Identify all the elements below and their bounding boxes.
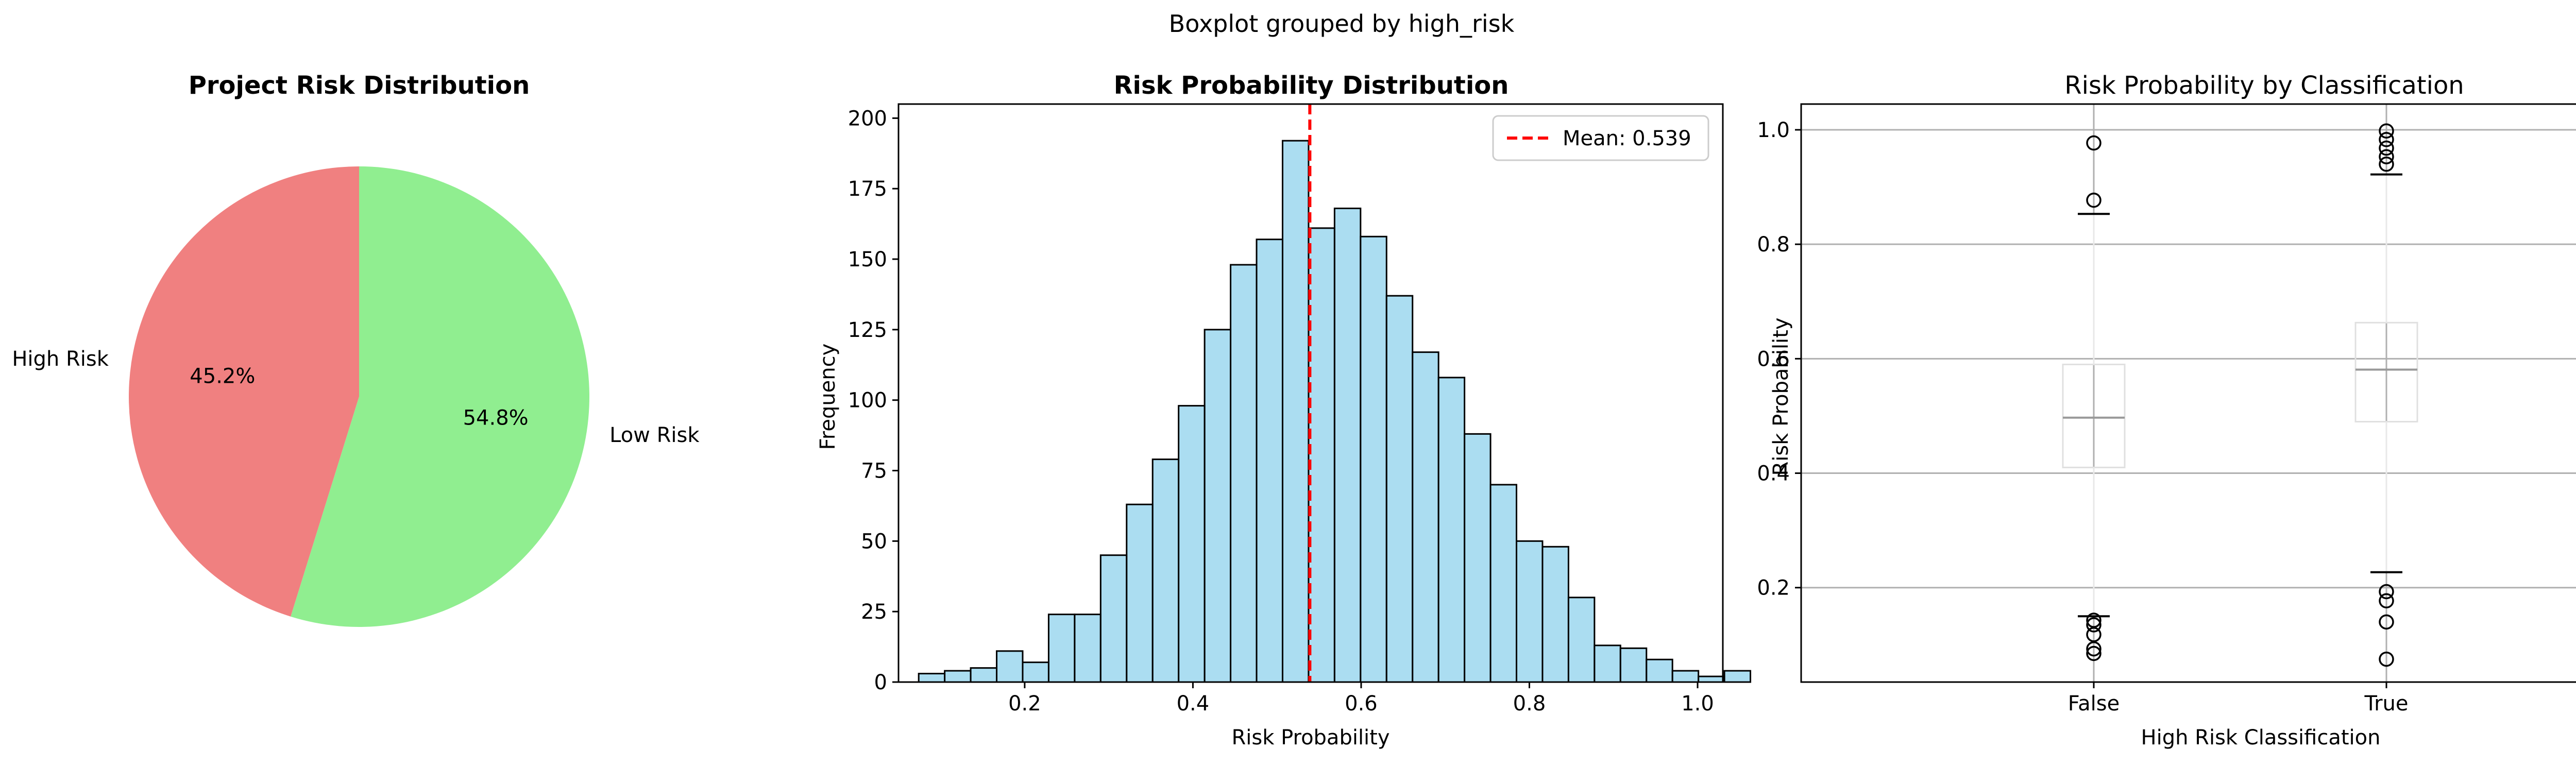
- y-tick-label: 75: [861, 460, 887, 483]
- y-tick-label: 0.2: [1757, 576, 1790, 600]
- outlier-point: [2379, 614, 2394, 630]
- histogram-bar: [1567, 597, 1596, 683]
- x-tick-label: 0.8: [1513, 692, 1546, 716]
- boxplot-title: Risk Probability by Classification: [2064, 71, 2464, 100]
- pie-chart-panel: Project Risk Distribution High Risk 45.2%…: [12, 71, 700, 627]
- outlier-point: [2379, 123, 2394, 139]
- histogram-bar: [1385, 295, 1414, 683]
- x-tick-label: 0.6: [1345, 692, 1378, 716]
- histogram-bar: [918, 673, 946, 683]
- legend-mean-label: Mean: 0.539: [1563, 127, 1691, 150]
- x-tick-label: 1.0: [1681, 692, 1714, 716]
- boxplot-xlabel: High Risk Classification: [2141, 726, 2381, 750]
- outlier-point: [2379, 149, 2394, 164]
- histogram-bar: [1230, 264, 1258, 683]
- histogram-bar: [1671, 670, 1700, 683]
- histogram-bar: [1099, 554, 1128, 683]
- boxplot-boxes: [2062, 123, 2418, 667]
- histogram-bar: [1256, 239, 1283, 683]
- pie-percent-label: 45.2%: [190, 365, 255, 388]
- histogram-bar: [1698, 675, 1725, 683]
- boxplot-panel: Risk Probability by Classification False…: [1757, 71, 2576, 750]
- histogram-bar: [1619, 647, 1648, 683]
- x-tick-label: True: [2364, 692, 2409, 716]
- histogram-legend: Mean: 0.539: [1492, 115, 1709, 161]
- boxplot-gridlines: [1801, 104, 2576, 682]
- outlier-point: [2379, 593, 2394, 609]
- y-tick-label: 175: [848, 177, 887, 201]
- histogram-ylabel: Frequency: [816, 344, 840, 450]
- outlier-point: [2379, 132, 2394, 147]
- pie-slice-low-risk: [291, 166, 589, 627]
- histogram-bar: [1151, 458, 1180, 683]
- x-tick-label: 0.4: [1177, 692, 1210, 716]
- x-tick-label: False: [2068, 692, 2120, 716]
- y-tick-label: 0: [874, 671, 887, 694]
- boxplot-axes-frame: [1800, 103, 2576, 683]
- y-tick-label: 0.4: [1757, 462, 1790, 486]
- y-tick-label: 150: [848, 248, 887, 271]
- histogram-bar: [1047, 614, 1076, 683]
- y-tick-label: 200: [848, 107, 887, 130]
- histogram-bar: [1594, 644, 1621, 683]
- histogram-bar: [1489, 484, 1518, 683]
- x-tick-label: 0.2: [1008, 692, 1041, 716]
- histogram-bar: [1412, 351, 1439, 683]
- outlier-point: [2086, 192, 2102, 208]
- histogram-bars: [918, 140, 1752, 683]
- histogram-bar: [1333, 208, 1362, 683]
- outlier-point: [2086, 613, 2102, 628]
- boxplot-ylabel: Risk Probability: [1769, 317, 1793, 475]
- histogram-bar: [1464, 433, 1492, 683]
- figure-suptitle: Boxplot grouped by high_risk: [1169, 10, 1515, 38]
- y-tick-label: 1.0: [1757, 118, 1790, 142]
- histogram-bar: [1126, 503, 1154, 683]
- histogram-bar: [1723, 670, 1752, 683]
- outlier-point: [2086, 627, 2102, 642]
- histogram-bar: [970, 667, 998, 683]
- histogram-title: Risk Probability Distribution: [1114, 71, 1509, 100]
- y-tick-label: 125: [848, 318, 887, 342]
- y-tick-label: 50: [861, 530, 887, 553]
- outlier-point: [2086, 641, 2102, 657]
- histogram-bar: [996, 650, 1024, 683]
- histogram-bar: [1178, 405, 1206, 683]
- histogram-axes-frame: [897, 103, 1724, 683]
- outlier-point: [2086, 135, 2102, 151]
- histogram-bar: [1281, 140, 1310, 683]
- outlier-point: [2379, 651, 2394, 667]
- y-tick-label: 0.6: [1757, 347, 1790, 371]
- histogram-bar: [1074, 614, 1101, 683]
- histogram-bar: [1308, 227, 1335, 683]
- pie-label: High Risk: [12, 347, 109, 371]
- histogram-bar: [1204, 329, 1232, 683]
- outlier-point: [2379, 584, 2394, 600]
- histogram-panel: Risk Probability Distribution 0.2 0.4 0.6 0…: [816, 71, 1752, 750]
- histogram-xlabel: Risk Probability: [1231, 726, 1389, 750]
- pie-slice-high-risk: [128, 166, 360, 617]
- boxplot-ticks: False True 0.2 0.4 0.6 0.8 1.0: [1757, 118, 2408, 716]
- histogram-bar: [1360, 235, 1387, 683]
- outlier-point: [2086, 645, 2102, 661]
- outlier-point: [2379, 156, 2394, 172]
- legend-box: [1492, 115, 1709, 161]
- pie-slices: [128, 166, 589, 627]
- y-tick-label: 0.8: [1757, 233, 1790, 257]
- outlier-point: [2086, 617, 2102, 633]
- histogram-bar: [1516, 540, 1544, 683]
- outlier-point: [2379, 140, 2394, 156]
- pie-title: Project Risk Distribution: [189, 71, 530, 100]
- pie-labels: High Risk 45.2% Low Risk 54.8%: [12, 347, 700, 447]
- pie-percent-label: 54.8%: [463, 406, 529, 430]
- histogram-bar: [1646, 658, 1673, 683]
- y-tick-label: 100: [848, 389, 887, 413]
- y-tick-label: 25: [861, 600, 887, 624]
- histogram-bar: [1437, 377, 1466, 683]
- histogram-bar: [944, 670, 972, 683]
- histogram-bar: [1022, 661, 1049, 683]
- histogram-bar: [1541, 546, 1569, 683]
- pie-label: Low Risk: [609, 423, 700, 447]
- histogram-ticks: 0.2 0.4 0.6 0.8 1.0 0 25 50 75 100 125 150 175 200: [848, 107, 1714, 716]
